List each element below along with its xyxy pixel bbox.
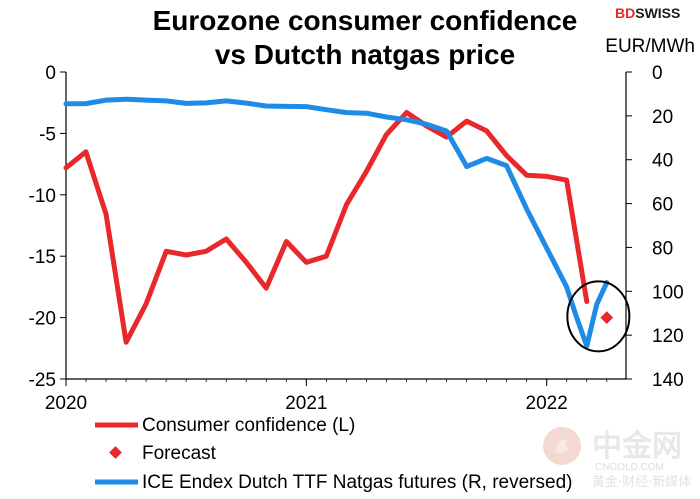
watermark: 中金网 CNGOLD.COM 黄金·财经·新媒体: [543, 427, 691, 490]
brand-logo-text: BDSWISS: [615, 5, 680, 21]
right-tick-label: 20: [652, 107, 673, 128]
watermark-cn-small: 黄金·财经·新媒体: [592, 474, 691, 490]
legend: Consumer confidence (L) Forecast ICE End…: [95, 415, 572, 493]
x-tick-label: 2022: [526, 393, 568, 414]
x-tick-label: 2020: [45, 393, 87, 414]
watermark-cn: 中金网: [592, 429, 682, 464]
right-tick-label: 80: [652, 238, 673, 259]
legend-label-consumer-confidence: Consumer confidence (L): [142, 415, 355, 436]
watermark-en: CNGOLD.COM: [595, 462, 664, 473]
brand-logo-rest: SWISS: [635, 5, 680, 21]
brand-logo: BDSWISS: [615, 5, 680, 21]
legend-label-natgas: ICE Endex Dutch TTF Natgas futures (R, r…: [142, 472, 572, 493]
right-tick-label: 0: [652, 63, 663, 84]
left-tick-label: -5: [39, 124, 56, 145]
series-line-2: [63, 96, 610, 349]
left-tick-label: 0: [45, 63, 56, 84]
right-tick-label: 40: [652, 151, 673, 172]
watermark-flame-icon: [555, 439, 569, 454]
plot-area: [63, 96, 614, 349]
forecast-marker: [600, 311, 614, 324]
right-tick-label: 120: [652, 326, 684, 347]
right-tick-label: 60: [652, 195, 673, 216]
left-tick-label: -15: [29, 247, 56, 268]
legend-label-forecast: Forecast: [142, 443, 217, 464]
brand-logo-accent: BD: [615, 5, 635, 21]
legend-swatch-forecast: [109, 446, 122, 459]
left-tick-label: -10: [29, 186, 56, 207]
left-tick-label: -25: [29, 370, 56, 391]
axes: 0 -5 -10 -15 -20 -25 0 20 40 60 80 100 120 140 2020 202…: [29, 63, 684, 414]
highlight-ellipse: [566, 280, 631, 353]
right-tick-label: 100: [652, 282, 684, 303]
x-tick-label: 2021: [285, 393, 327, 414]
chart-title-line-2: vs Dutcth natgas price: [215, 39, 515, 70]
left-tick-label: -20: [29, 309, 56, 330]
chart-title-line-1: Eurozone consumer confidence: [153, 5, 578, 36]
right-tick-label: 140: [652, 370, 684, 391]
right-axis-label: EUR/MWh: [605, 36, 695, 57]
series-line-0: [63, 110, 590, 345]
